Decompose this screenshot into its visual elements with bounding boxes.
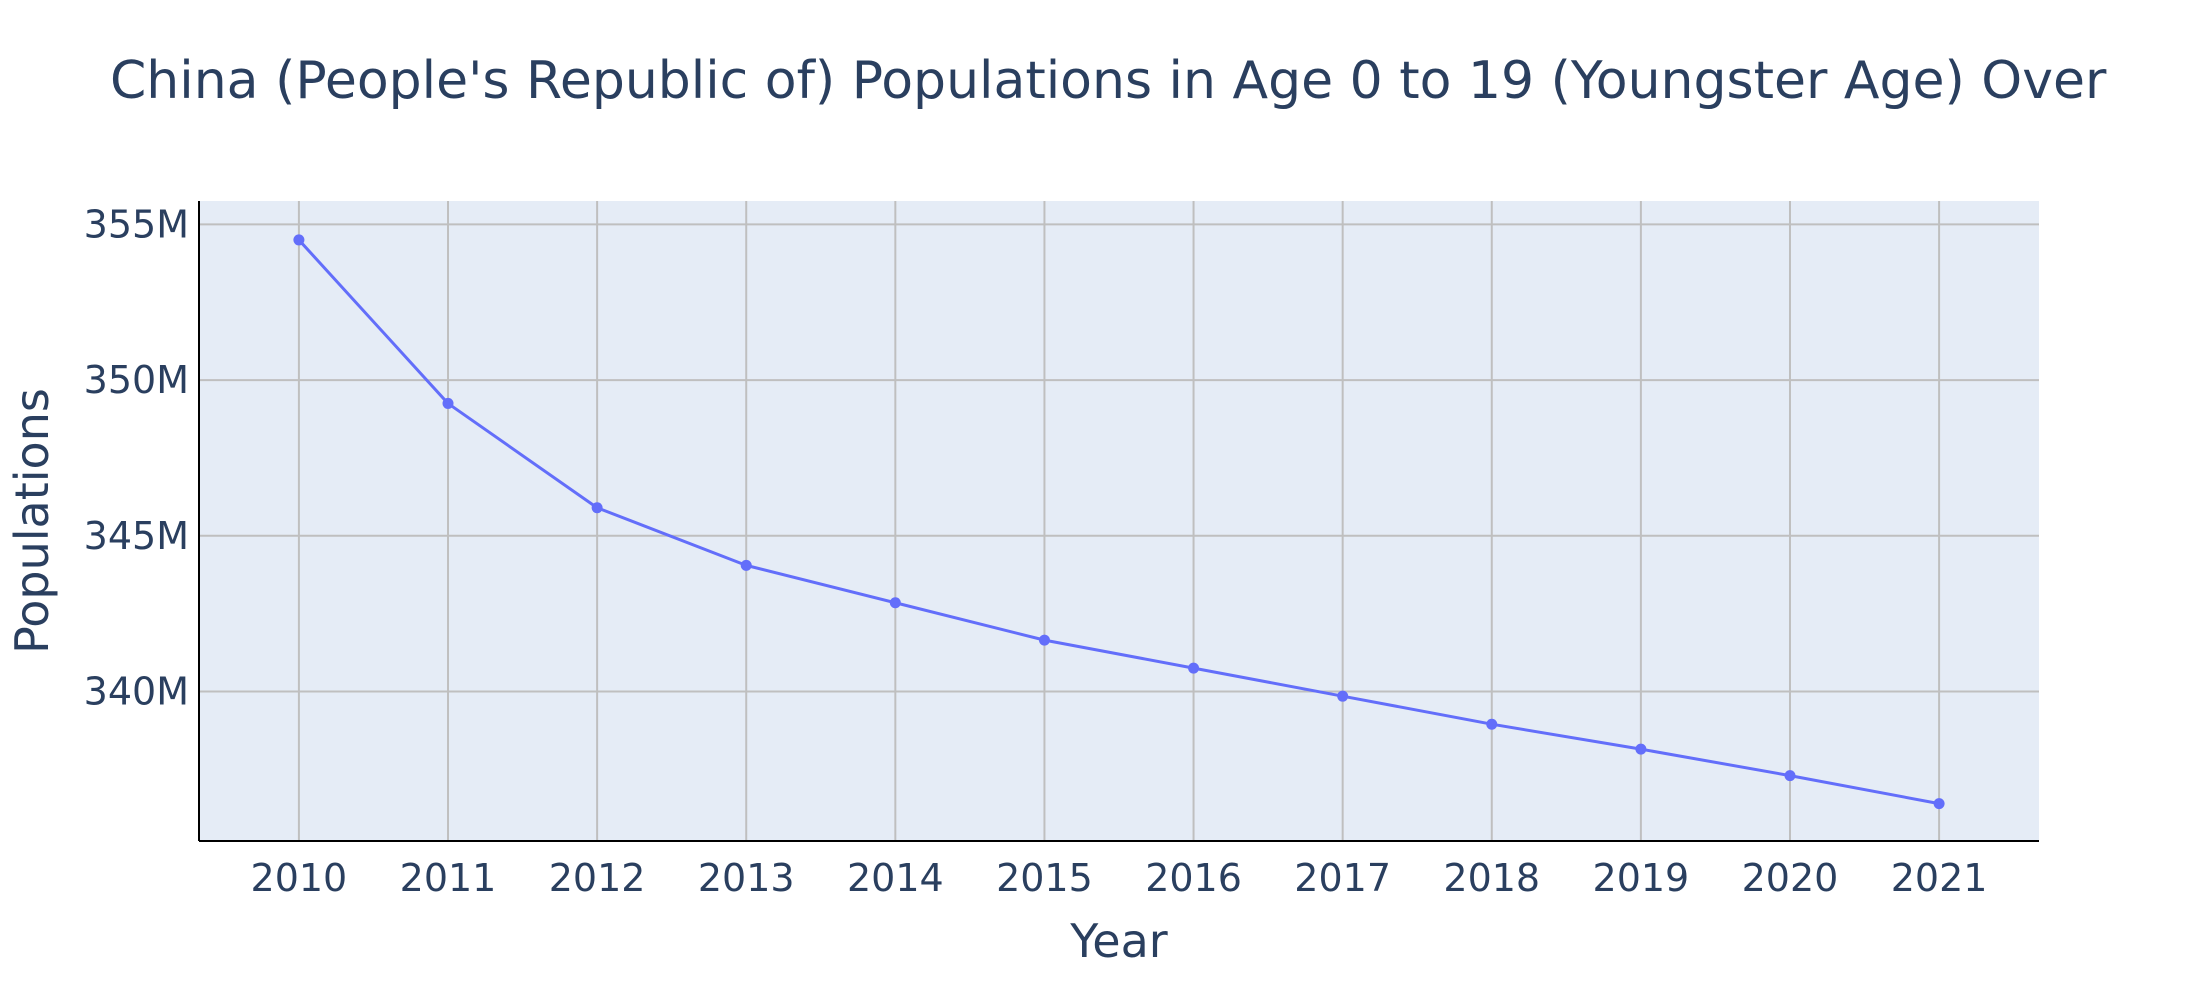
y-axis-ticks: 340M 345M 350M 355M — [84, 202, 189, 713]
data-point-2014 — [889, 597, 901, 609]
x-tick-label: 2012 — [549, 856, 646, 900]
x-tick-label: 2010 — [251, 856, 348, 900]
data-point-2013 — [740, 559, 752, 571]
series-line — [297, 238, 1940, 806]
x-tick-label: 2014 — [847, 856, 944, 900]
chart-title: China (People's Republic of) Populations… — [110, 51, 2107, 111]
x-tick-label: 2020 — [1742, 856, 1839, 900]
data-point-2019 — [1635, 743, 1647, 755]
gridlines — [199, 201, 2039, 841]
x-tick-label: 2015 — [996, 856, 1093, 900]
data-point-2021 — [1933, 798, 1945, 810]
y-tick-label: 345M — [84, 514, 189, 558]
data-point-2011 — [442, 397, 454, 409]
x-tick-label: 2017 — [1294, 856, 1391, 900]
y-tick-label: 350M — [84, 358, 189, 402]
data-point-2017 — [1337, 690, 1349, 702]
series-layer — [293, 234, 1945, 810]
x-axis-ticks: 2010 2011 2012 2013 2014 2015 2016 2017 2018 2019… — [251, 856, 1988, 900]
data-point-2020 — [1784, 770, 1796, 782]
x-axis-title: Year — [1069, 914, 1167, 968]
y-tick-label: 340M — [84, 670, 189, 714]
y-axis-title: Populations — [5, 388, 59, 654]
x-tick-label: 2013 — [698, 856, 795, 900]
plot-area — [199, 201, 2039, 841]
x-tick-label: 2021 — [1891, 856, 1988, 900]
x-tick-label: 2018 — [1443, 856, 1540, 900]
data-point-2012 — [591, 502, 603, 514]
data-point-2018 — [1486, 718, 1498, 730]
x-tick-label: 2011 — [400, 856, 497, 900]
data-point-2015 — [1038, 634, 1050, 646]
x-tick-label: 2016 — [1145, 856, 1242, 900]
axes — [198, 201, 2039, 842]
data-point-2016 — [1188, 662, 1200, 674]
x-tick-label: 2019 — [1593, 856, 1690, 900]
y-tick-label: 355M — [84, 202, 189, 246]
data-point-2010 — [293, 234, 305, 246]
